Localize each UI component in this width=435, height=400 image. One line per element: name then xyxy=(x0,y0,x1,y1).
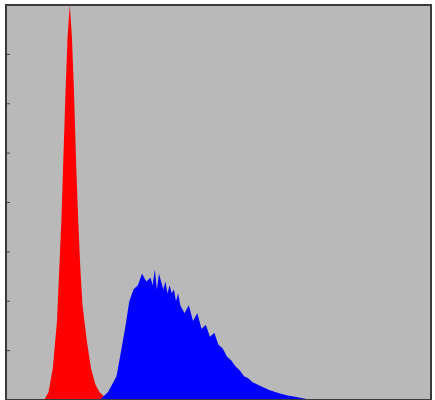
plot-frame xyxy=(5,4,432,400)
histogram-series-1 xyxy=(44,5,113,400)
histogram-series-2 xyxy=(99,269,312,400)
series-layer xyxy=(44,5,312,400)
